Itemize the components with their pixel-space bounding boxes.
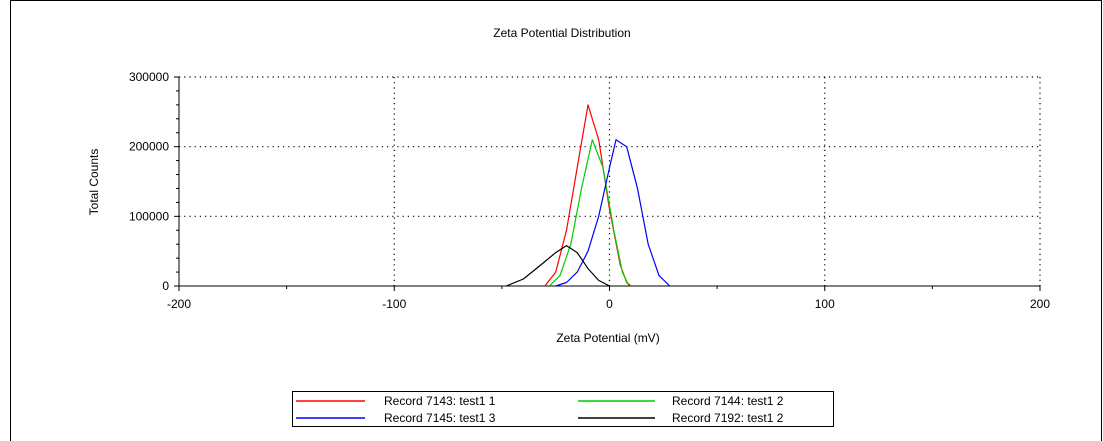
series-lines [505, 104, 671, 287]
series-line-3 [505, 245, 610, 287]
x-tick-label: 0 [606, 297, 613, 311]
series-line-1 [548, 139, 630, 287]
y-axis-ticks: 0 100000 200000 300000 [129, 70, 179, 293]
chart-border [10, 0, 1102, 441]
y-axis-label: Total Counts [87, 149, 101, 216]
grid-lines [179, 76, 1041, 286]
legend-label-7145: Record 7145: test1 3 [384, 411, 496, 425]
legend-label-7143: Record 7143: test1 1 [384, 394, 496, 408]
y-tick-label: 0 [162, 279, 169, 293]
y-tick-label: 100000 [129, 209, 169, 223]
legend: Record 7143: test1 1 Record 7144: test1 … [292, 391, 834, 427]
legend-label-7192: Record 7192: test1 2 [672, 411, 784, 425]
series-line-0 [544, 104, 632, 287]
y-tick-label: 200000 [129, 140, 169, 154]
series-line-2 [555, 139, 671, 287]
y-tick-label: 300000 [129, 70, 169, 84]
legend-box [292, 391, 834, 427]
x-axis-label: Zeta Potential (mV) [556, 331, 659, 345]
chart-title: Zeta Potential Distribution [493, 26, 630, 40]
x-tick-label: 200 [1030, 297, 1050, 311]
x-tick-label: -100 [382, 297, 406, 311]
x-tick-label: -200 [167, 297, 191, 311]
legend-label-7144: Record 7144: test1 2 [672, 394, 784, 408]
x-axis-ticks: -200 -100 0 100 200 [167, 286, 1050, 311]
x-tick-label: 100 [815, 297, 835, 311]
